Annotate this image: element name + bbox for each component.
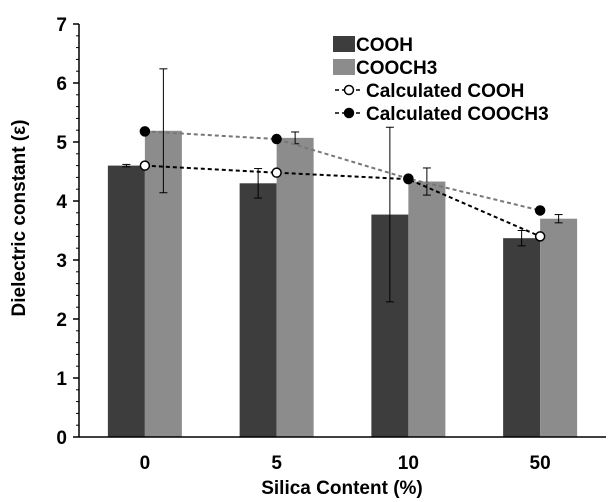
legend-marker-calculated-cooh — [343, 84, 355, 96]
y-tick-label-7: 7 — [56, 15, 67, 36]
bar-cooh-0 — [107, 165, 145, 437]
y-tick-label-0: 0 — [56, 428, 67, 449]
x-tick-label-50: 50 — [530, 453, 551, 474]
y-tick-label-2: 2 — [56, 310, 67, 331]
legend-marker-calculated-cooch3 — [343, 107, 355, 119]
point-calculated-cooch3-10 — [403, 173, 414, 184]
point-calculated-cooh-50 — [534, 231, 546, 242]
y-axis-title: Dielectric constant (ε) — [9, 120, 30, 317]
bar-cooh-50 — [503, 238, 541, 437]
point-calculated-cooch3-50 — [534, 205, 546, 216]
x-axis-title: Silica Content (%) — [261, 478, 423, 499]
x-tick-label-0: 0 — [140, 453, 151, 474]
bar-cooch3-10 — [408, 181, 446, 437]
bar-cooch3-5 — [276, 137, 314, 437]
point-calculated-cooch3-5 — [271, 133, 282, 145]
point-calculated-cooh-0 — [139, 160, 151, 171]
y-tick-label-6: 6 — [56, 74, 67, 95]
y-tick-label-3: 3 — [56, 251, 67, 272]
y-tick-label-5: 5 — [56, 133, 67, 154]
bar-cooh-5 — [239, 183, 277, 437]
x-tick-label-5: 5 — [271, 453, 282, 474]
x-tick-label-10: 10 — [398, 453, 419, 474]
line-calculated-cooh — [144, 164, 541, 238]
legend-swatch-cooh — [333, 36, 355, 52]
point-calculated-cooh-5 — [271, 167, 282, 178]
legend-label-cooch3: COOCH3 — [356, 58, 437, 79]
point-calculated-cooch3-0 — [139, 126, 151, 137]
legend-label-calculated-cooh: Calculated COOH — [366, 81, 524, 102]
y-tick-label-1: 1 — [56, 369, 67, 390]
y-tick-label-4: 4 — [56, 192, 67, 213]
axes: 0 1 2 3 4 5 6 7 0 5 10 50 — [56, 15, 606, 474]
bar-cooch3-50 — [540, 218, 578, 437]
legend-label-calculated-cooch3: Calculated COOCH3 — [366, 104, 549, 125]
legend-swatch-cooch3 — [333, 59, 355, 75]
plot-area — [107, 68, 578, 438]
legend-label-cooh: COOH — [356, 35, 413, 56]
line-calculated-cooch3 — [144, 130, 541, 212]
